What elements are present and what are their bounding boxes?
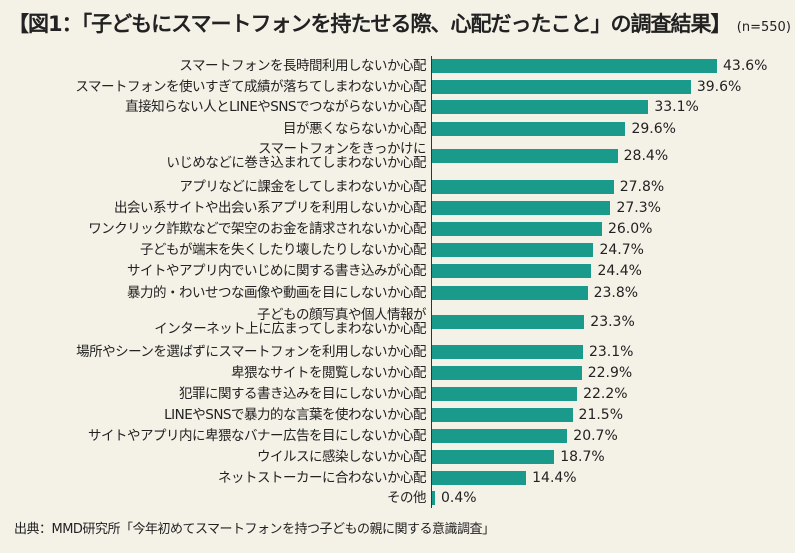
data-label: 26.0%: [607, 221, 653, 237]
data-label: 33.1%: [654, 99, 699, 115]
data-label: 23.8%: [593, 285, 639, 301]
bar: [432, 387, 578, 401]
bar: [432, 345, 583, 359]
data-label: 28.4%: [623, 148, 669, 164]
data-label: 39.6%: [696, 79, 742, 95]
category-label: 子どもの顔写真や個人情報が インターネット上に広まってしまわないか心配: [154, 307, 426, 337]
bar: [432, 201, 611, 215]
data-label: 14.4%: [532, 470, 577, 486]
bar: [432, 80, 691, 94]
data-label: 18.7%: [560, 449, 605, 465]
data-label: 24.4%: [597, 263, 642, 279]
category-label: 目が悪くならないか心配: [283, 121, 427, 137]
category-label: LINEやSNSで暴力的な言葉を使わないか心配: [164, 407, 426, 423]
bar: [432, 100, 649, 114]
bar: [432, 264, 592, 278]
data-label: 27.3%: [616, 200, 661, 216]
bar: [432, 491, 435, 505]
data-label: 21.5%: [578, 407, 624, 423]
category-label: スマートフォンを使いすぎて成績が落ちてしまわないか心配: [75, 79, 426, 95]
sample-size: (n=550): [736, 20, 791, 35]
bar: [432, 315, 585, 329]
category-label: アプリなどに課金をしてしまわないか心配: [179, 179, 426, 195]
bar: [432, 59, 717, 73]
category-label: 子どもが端末を失くしたり壊したりしないか心配: [140, 242, 427, 258]
data-label: 23.3%: [590, 314, 635, 330]
data-label: 29.6%: [631, 121, 676, 137]
data-label: 23.1%: [588, 344, 634, 360]
category-label: その他: [387, 490, 427, 506]
source-note: 出典：MMD研究所「今年初めてスマートフォンを持つ子どもの親に関する意識調査」: [14, 522, 495, 537]
category-label: スマートフォンを長時間利用しないか心配: [179, 58, 426, 74]
category-label: 卑猥なサイトを閲覧しないか心配: [231, 365, 427, 381]
bar: [432, 408, 573, 422]
bar: [432, 149, 618, 163]
category-label: ウイルスに感染しないか心配: [257, 449, 427, 465]
data-label: 20.7%: [573, 428, 618, 444]
chart-title: 【図1：「子どもにスマートフォンを持たせる際、心配だったこと」の調査結果】 (n…: [8, 12, 791, 36]
bar: [432, 243, 594, 257]
data-label: 24.7%: [599, 242, 644, 258]
data-label: 22.9%: [587, 365, 633, 381]
bar: [432, 122, 626, 136]
bar: [432, 429, 568, 443]
data-label: 27.8%: [619, 179, 665, 195]
bar: [432, 366, 582, 380]
category-label: サイトやアプリ内に卑猥なバナー広告を目にしないか心配: [88, 428, 427, 444]
category-label: 犯罪に関する書き込みを目にしないか心配: [179, 386, 427, 402]
bar: [432, 286, 588, 300]
bar: [432, 180, 614, 194]
data-label: 22.2%: [583, 386, 628, 402]
data-label: 43.6%: [723, 58, 768, 74]
category-label: 場所やシーンを選ばずにスマートフォンを利用しないか心配: [76, 344, 426, 360]
category-label: ネットストーカーに合わないか心配: [218, 470, 427, 486]
category-label: ワンクリック詐欺などで架空のお金を請求されないか心配: [88, 221, 426, 237]
category-label: 出会い系サイトや出会い系アプリを利用しないか心配: [114, 200, 427, 216]
y-axis-line: [431, 56, 432, 508]
category-label: 暴力的・わいせつな画像や動画を目にしないか心配: [127, 285, 427, 301]
bar: [432, 450, 555, 464]
bar: [432, 222, 602, 236]
category-label: スマートフォンをきっかけに いじめなどに巻き込まれてしまわないか心配: [166, 141, 426, 171]
category-label: 直接知らない人とLINEやSNSでつながらないか心配: [125, 99, 426, 115]
bar: [432, 471, 527, 485]
category-label: サイトやアプリ内でいじめに関する書き込みが心配: [127, 263, 427, 279]
data-label: 0.4%: [441, 490, 477, 506]
